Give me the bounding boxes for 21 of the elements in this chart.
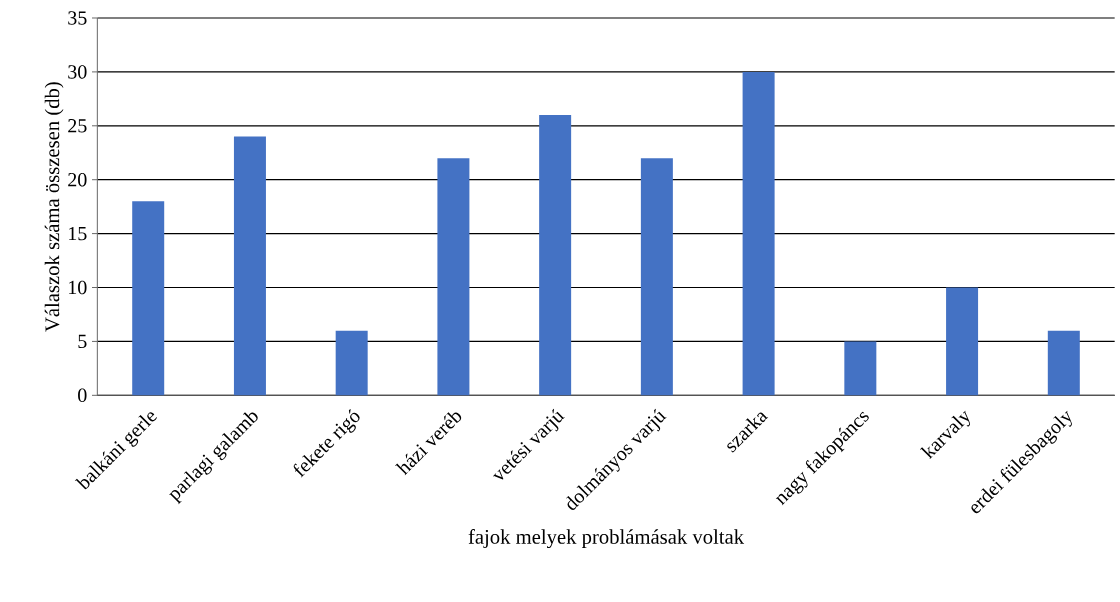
y-tick-label: 25 — [68, 119, 87, 133]
y-tick-label: 15 — [69, 226, 87, 241]
y-tick-label: 30 — [68, 65, 87, 79]
y-tick-label: 10 — [69, 280, 87, 295]
bar — [742, 71, 775, 396]
bar — [539, 115, 572, 396]
bar — [335, 330, 368, 396]
bar — [640, 158, 673, 396]
y-tick-label: 20 — [68, 172, 87, 187]
bar — [132, 201, 165, 396]
x-axis-title: fajok melyek problámásak voltak — [468, 529, 745, 549]
bar — [1047, 330, 1080, 396]
bar — [233, 136, 266, 396]
bar — [946, 287, 979, 396]
bar — [437, 158, 470, 396]
y-tick-label: 35 — [68, 11, 87, 25]
bar — [844, 341, 877, 396]
y-tick-label: 0 — [78, 388, 87, 403]
y-tick-label: 5 — [78, 334, 87, 349]
x-tick-label: házi veréb — [395, 412, 462, 476]
y-axis-title: Válaszok száma összesen (db) — [44, 82, 64, 332]
